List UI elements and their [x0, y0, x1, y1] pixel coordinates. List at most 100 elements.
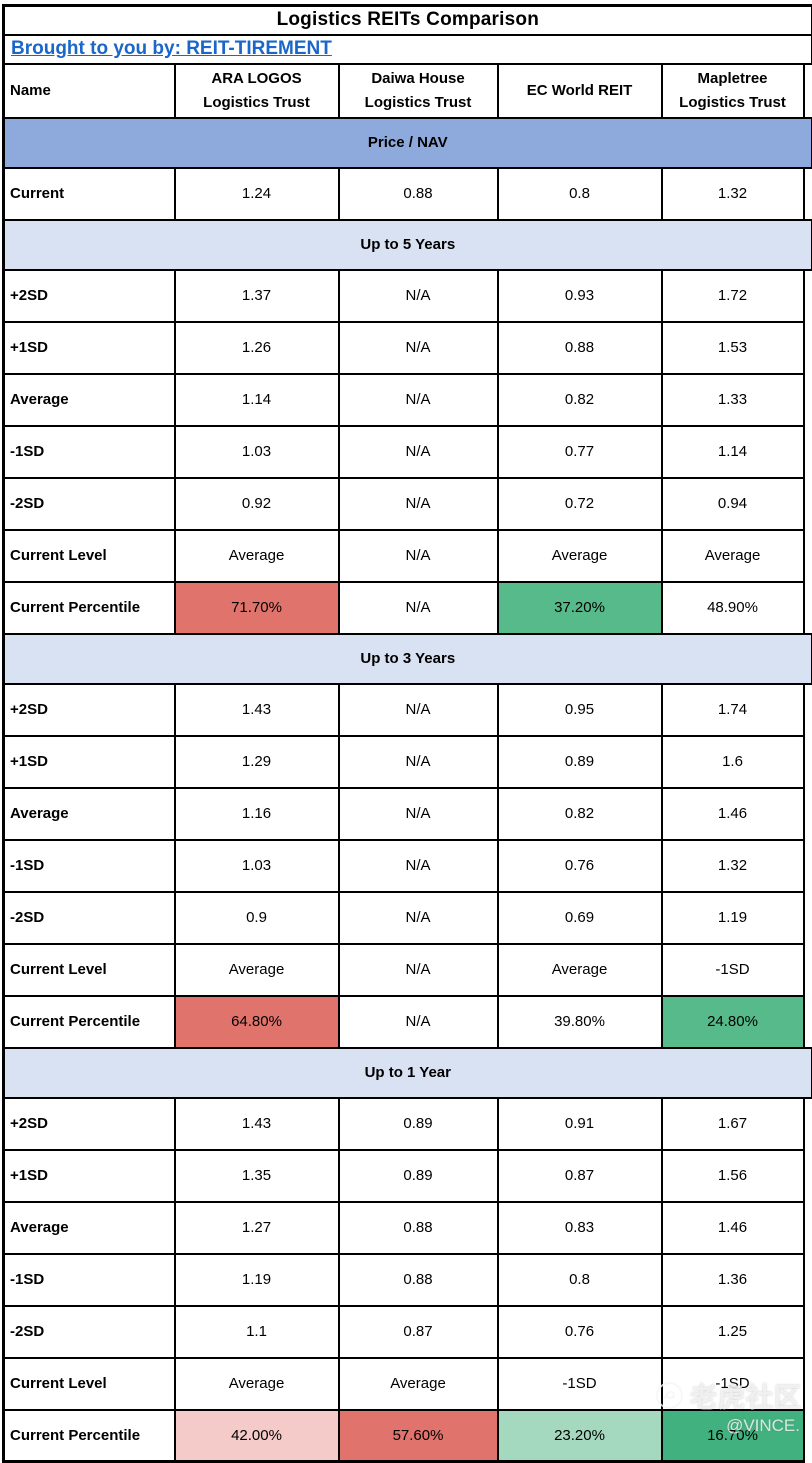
row-label: Current Percentile: [2, 994, 176, 1049]
row-label: +1SD: [2, 320, 176, 375]
row-label: Current Percentile: [2, 580, 176, 635]
section-band-up-to-3-years: Up to 3 Years: [1, 632, 812, 685]
row-label: Current Level: [2, 528, 176, 583]
row-label: -1SD: [2, 1252, 176, 1307]
value-cell: N/A: [337, 424, 499, 479]
table-row: -1SD 1.19 0.88 0.8 1.36: [2, 1252, 812, 1307]
column-header-ara-logos-logistics-trust: ARA LOGOS Logistics Trust: [173, 62, 340, 119]
table-row: Average 1.14 N/A 0.82 1.33: [2, 372, 812, 427]
value-cell: N/A: [337, 890, 499, 945]
table-row: +2SD 1.43 N/A 0.95 1.74: [2, 682, 812, 737]
value-cell: Average: [173, 1356, 340, 1411]
row-label: -2SD: [2, 1304, 176, 1359]
value-cell: 1.32: [660, 838, 805, 893]
value-cell: 64.80%: [173, 994, 340, 1049]
column-header-row: Name ARA LOGOS Logistics Trust Daiwa House…: [2, 62, 812, 119]
table-row: Average 1.16 N/A 0.82 1.46: [2, 786, 812, 841]
byline-link[interactable]: Brought to you by: REIT-TIREMENT: [11, 38, 332, 59]
value-cell: N/A: [337, 838, 499, 893]
value-cell: 1.25: [660, 1304, 805, 1359]
value-cell: 0.88: [496, 320, 663, 375]
spacer-cell: [803, 1253, 812, 1306]
spacer-cell: [803, 787, 812, 840]
byline-cell: Brought to you by: REIT-TIREMENT: [1, 33, 812, 65]
spacer-cell: [803, 995, 812, 1048]
value-cell: 1.6: [660, 734, 805, 789]
value-cell: 0.9: [173, 890, 340, 945]
spacer-cell: [803, 425, 812, 478]
table-row: +1SD 1.35 0.89 0.87 1.56: [2, 1148, 812, 1203]
value-cell: Average: [173, 528, 340, 583]
value-cell: 0.88: [337, 1200, 499, 1255]
column-header-name: Name: [2, 62, 176, 119]
value-cell: 1.72: [660, 268, 805, 323]
value-cell: 1.26: [173, 320, 340, 375]
value-cell: N/A: [337, 994, 499, 1049]
value-cell: 42.00%: [173, 1408, 340, 1463]
value-cell: 1.32: [660, 166, 805, 221]
spacer-cell: [803, 581, 812, 634]
value-cell: 1.43: [173, 1096, 340, 1151]
value-cell: 16.70%: [660, 1408, 805, 1463]
comparison-table: Logistics REITs Comparison Brought to yo…: [1, 4, 812, 1463]
value-cell: N/A: [337, 682, 499, 737]
spacer-cell: [803, 735, 812, 788]
value-cell: 0.95: [496, 682, 663, 737]
value-cell: 1.03: [173, 424, 340, 479]
value-cell: 0.88: [337, 166, 499, 221]
section-band-row: Up to 1 Year: [1, 1046, 812, 1099]
row-label: Current: [2, 166, 176, 221]
value-cell: 1.27: [173, 1200, 340, 1255]
spacer-cell: [803, 1149, 812, 1202]
value-cell: 23.20%: [496, 1408, 663, 1463]
table-row: +1SD 1.26 N/A 0.88 1.53: [2, 320, 812, 375]
column-header-mapletree-logistics-trust: Mapletree Logistics Trust: [660, 62, 805, 119]
spacer-cell: [803, 683, 812, 736]
value-cell: 1.1: [173, 1304, 340, 1359]
value-cell: 1.46: [660, 1200, 805, 1255]
table-row: -2SD 0.92 N/A 0.72 0.94: [2, 476, 812, 531]
value-cell: N/A: [337, 476, 499, 531]
row-label: -1SD: [2, 424, 176, 479]
row-label: +2SD: [2, 1096, 176, 1151]
value-cell: 1.35: [173, 1148, 340, 1203]
spacer-cell: [803, 63, 812, 118]
row-label: Current Level: [2, 942, 176, 997]
title-row: Logistics REITs Comparison: [1, 4, 812, 36]
table-row: Current Level Average N/A Average Average: [2, 528, 812, 583]
value-cell: 1.14: [660, 424, 805, 479]
value-cell: 1.53: [660, 320, 805, 375]
value-cell: N/A: [337, 786, 499, 841]
section-band-price-nav: Price / NAV: [1, 116, 812, 169]
spacer-cell: [803, 839, 812, 892]
value-cell: -1SD: [496, 1356, 663, 1411]
value-cell: 1.03: [173, 838, 340, 893]
value-cell: N/A: [337, 268, 499, 323]
value-cell: 0.87: [496, 1148, 663, 1203]
table-row: Current Level Average Average -1SD -1SD: [2, 1356, 812, 1411]
spacer-cell: [803, 167, 812, 220]
value-cell: Average: [337, 1356, 499, 1411]
value-cell: N/A: [337, 528, 499, 583]
value-cell: 1.24: [173, 166, 340, 221]
spacer-cell: [803, 1097, 812, 1150]
spacer-cell: [803, 1201, 812, 1254]
value-cell: 0.77: [496, 424, 663, 479]
value-cell: 0.82: [496, 372, 663, 427]
spacer-cell: [803, 1305, 812, 1358]
spacer-cell: [803, 373, 812, 426]
value-cell: 39.80%: [496, 994, 663, 1049]
value-cell: Average: [496, 942, 663, 997]
table-row: +2SD 1.37 N/A 0.93 1.72: [2, 268, 812, 323]
value-cell: 1.43: [173, 682, 340, 737]
row-label: Average: [2, 1200, 176, 1255]
section-band-row: Up to 3 Years: [1, 632, 812, 685]
value-cell: -1SD: [660, 942, 805, 997]
spacer-cell: [803, 269, 812, 322]
table-row: -1SD 1.03 N/A 0.77 1.14: [2, 424, 812, 479]
table-row: Current Level Average N/A Average -1SD: [2, 942, 812, 997]
value-cell: 0.87: [337, 1304, 499, 1359]
value-cell: 1.14: [173, 372, 340, 427]
column-header-ec-world-reit: EC World REIT: [496, 62, 663, 119]
value-cell: 1.33: [660, 372, 805, 427]
